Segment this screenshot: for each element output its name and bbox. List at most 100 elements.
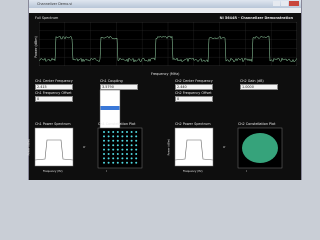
control-label: Ch1 Center Frequency <box>35 79 73 83</box>
control-input[interactable]: 0 <box>175 96 213 102</box>
constellation-dot <box>121 139 124 142</box>
dropdown-selection <box>100 106 120 110</box>
constellation-dot <box>107 135 110 138</box>
constellation-dot <box>130 153 133 155</box>
constellation-dot <box>103 135 105 138</box>
spectrum-x-label: Frequency (MHz) <box>151 72 180 76</box>
control-input[interactable]: 3.5790 <box>100 84 138 90</box>
constellation-dot <box>135 153 138 155</box>
overlay <box>34 89 283 169</box>
constellation-dot <box>135 157 138 160</box>
constellation-dot <box>116 139 119 142</box>
panel-x-label: I <box>246 170 247 173</box>
spectrum-title: Full Spectrum <box>35 16 59 20</box>
window: Channelizer Demo.vi Full Spectrum NI 564… <box>28 0 302 180</box>
constellation-dot <box>103 157 105 160</box>
constellation-dot <box>126 157 128 160</box>
control-label: Ch2 Gain (dB) <box>240 79 264 83</box>
constellation-dot <box>126 144 128 147</box>
constellation-dot <box>130 144 133 147</box>
constellation-dot <box>116 131 119 133</box>
control-label: Ch2 Frequency Offset <box>175 91 212 95</box>
constellation-dot <box>107 131 110 133</box>
constellation-dot <box>121 148 124 151</box>
constellation-dot <box>126 148 128 151</box>
control-input[interactable]: 1.0000 <box>240 84 278 90</box>
constellation-dot <box>112 144 115 147</box>
close-button[interactable] <box>289 1 299 6</box>
constellation-dot <box>103 144 105 147</box>
constellation-dot <box>130 161 133 164</box>
constellation-dot <box>103 139 105 142</box>
maximize-button[interactable] <box>281 1 288 6</box>
constellation-dot <box>107 144 110 147</box>
constellation-dot <box>116 148 119 151</box>
constellation-dot <box>107 157 110 160</box>
panel-y-label: Q <box>223 145 227 149</box>
constellation-dot <box>116 135 119 138</box>
constellation-dot <box>126 135 128 138</box>
panel-title: Ch2 Constellation Plot <box>238 122 276 126</box>
constellation-dot <box>121 135 124 138</box>
constellation-dot <box>107 148 110 151</box>
constellation-cloud <box>242 133 278 163</box>
constellation-dot <box>130 148 133 151</box>
panel-title: Ch1 Power Spectrum <box>35 122 71 126</box>
panel-x-label: Frequency (Hz) <box>183 170 203 173</box>
constellation-dot <box>112 153 115 155</box>
constellation-dot <box>112 157 115 160</box>
constellation-dot <box>126 153 128 155</box>
panel-y-label: Power (dBm) <box>167 138 171 156</box>
constellation-dot <box>103 131 105 133</box>
constellation-dot <box>103 148 105 151</box>
constellation-dot <box>130 135 133 138</box>
control-label: Ch1 Frequency Offset <box>35 91 72 95</box>
panel-plot <box>97 127 143 169</box>
constellation-dot <box>135 148 138 151</box>
control-input[interactable]: 2.440 <box>175 84 213 90</box>
spectrum-plot <box>39 22 297 66</box>
window-title: Channelizer Demo.vi <box>37 2 73 6</box>
panel-trace <box>174 139 214 161</box>
constellation-dot <box>126 131 128 133</box>
constellation-dot <box>112 139 115 142</box>
panel-title: Ch1 Constellation Plot <box>98 122 136 126</box>
panel-trace <box>34 139 74 161</box>
constellation-dot <box>130 139 133 142</box>
constellation-dot <box>130 131 133 133</box>
panel-x-label: Frequency (Hz) <box>43 170 63 173</box>
constellation-dot <box>121 153 124 155</box>
control-label: Ch1 Coupling <box>100 79 123 83</box>
constellation-dot <box>107 161 110 164</box>
constellation-dot <box>121 161 124 164</box>
panel-x-label: I <box>106 170 107 173</box>
spectrum-trace <box>39 35 297 63</box>
menu-bar <box>29 8 301 13</box>
constellation-dot <box>107 153 110 155</box>
constellation-dot <box>112 161 115 164</box>
constellation-dot <box>121 144 124 147</box>
page: Channelizer Demo.vi Full Spectrum NI 564… <box>27 0 302 180</box>
constellation-dot <box>116 153 119 155</box>
constellation-dot <box>112 148 115 151</box>
control-label: Ch2 Center Frequency <box>175 79 213 83</box>
constellation-dot <box>103 161 105 164</box>
constellation-dot <box>135 144 138 147</box>
constellation-dot <box>107 139 110 142</box>
panel-y-label: Q <box>83 145 87 149</box>
constellation-dot <box>130 157 133 160</box>
constellation-dot <box>135 131 138 133</box>
constellation-dot <box>112 131 115 133</box>
constellation-dot <box>126 161 128 164</box>
minimize-button[interactable] <box>273 1 280 6</box>
constellation-dot <box>135 161 138 164</box>
control-input[interactable]: 0 <box>35 96 73 102</box>
panel-plot <box>34 127 74 167</box>
constellation-dot <box>116 144 119 147</box>
header-title: NI 5644R - Channelizer Demonstration <box>219 16 293 20</box>
constellation-dot <box>103 153 105 155</box>
constellation-dot <box>126 139 128 142</box>
control-input[interactable]: 2.415 <box>35 84 73 90</box>
panel-plot <box>174 127 214 167</box>
constellation-dot <box>121 157 124 160</box>
